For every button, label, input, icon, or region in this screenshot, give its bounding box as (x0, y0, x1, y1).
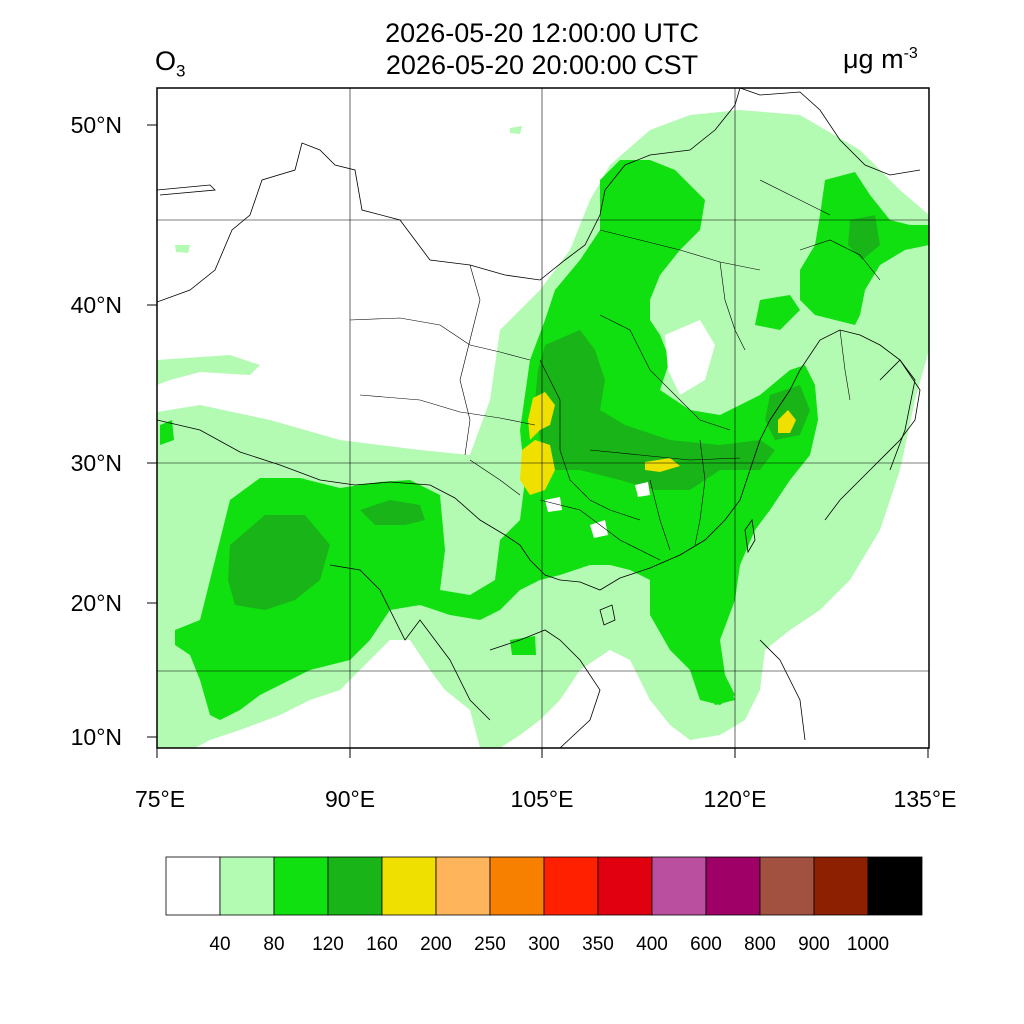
island-coastlines (156, 184, 916, 741)
colorbar-level-label: 80 (263, 934, 284, 955)
colorbar-level-label: 800 (744, 934, 776, 955)
colorbar-level-label: 40 (209, 934, 230, 955)
colorbar-swatch (327, 856, 383, 916)
colorbar-level-label: 200 (420, 934, 452, 955)
y-tick-label-20n: 20°N (71, 590, 122, 616)
colorbar-level-label: 300 (528, 934, 560, 955)
x-tick-label-105e: 105°E (511, 786, 574, 812)
colorbar-swatch (597, 856, 653, 916)
colorbar-swatch (489, 856, 545, 916)
colorbar-swatch (759, 856, 815, 916)
colorbar-level-label: 600 (690, 934, 722, 955)
colorbar-swatch (867, 856, 923, 916)
colorbar-level-label: 120 (312, 934, 344, 955)
colorbar-level-label: 400 (636, 934, 668, 955)
ozone-level-160-200 (520, 392, 796, 495)
colorbar-level-label: 350 (582, 934, 614, 955)
low-ozone-pockets (545, 320, 715, 538)
y-tick-label-30n: 30°N (71, 450, 122, 476)
colorbar: 40 80 120 160 200 250 300 350 400 600 800 900 1000 (165, 856, 923, 955)
y-tick-label-40n: 40°N (71, 292, 122, 318)
lat-lon-grid (157, 88, 929, 748)
colorbar-level-label: 1000 (847, 934, 889, 955)
x-tick-label-75e: 75°E (135, 786, 185, 812)
species-base: O (155, 46, 177, 76)
colorbar-level-label: 250 (474, 934, 506, 955)
units-label: μg m-3 (843, 44, 918, 75)
axis-ticks (147, 124, 929, 758)
colorbar-level-label: 900 (798, 934, 830, 955)
y-tick-label-50n: 50°N (71, 112, 122, 138)
colorbar-swatch (651, 856, 707, 916)
colorbar-level-label: 160 (366, 934, 398, 955)
species-subscript: 3 (176, 61, 186, 81)
units-base: μg m (843, 44, 904, 74)
x-tick-label-120e: 120°E (704, 786, 767, 812)
ozone-level-120-160 (228, 215, 880, 610)
map-title-utc: 2026-05-20 12:00:00 UTC (385, 18, 699, 48)
units-superscript: -3 (903, 45, 918, 62)
country-boundaries (157, 88, 921, 748)
colorbar-swatch (435, 856, 491, 916)
y-tick-label-10n: 10°N (71, 724, 122, 750)
colorbar-swatch (165, 856, 221, 916)
province-boundaries (349, 179, 881, 561)
colorbar-swatch (273, 856, 329, 916)
colorbar-swatch (543, 856, 599, 916)
colorbar-swatch (705, 856, 761, 916)
colorbar-swatch (381, 856, 437, 916)
colorbar-swatch (219, 856, 275, 916)
colorbar-swatch (813, 856, 869, 916)
species-label: O3 (155, 46, 185, 81)
x-tick-label-90e: 90°E (325, 786, 375, 812)
x-tick-label-135e: 135°E (894, 786, 957, 812)
ozone-field (157, 110, 929, 748)
map-frame (156, 87, 930, 749)
map-title-local: 2026-05-20 20:00:00 CST (385, 50, 699, 80)
